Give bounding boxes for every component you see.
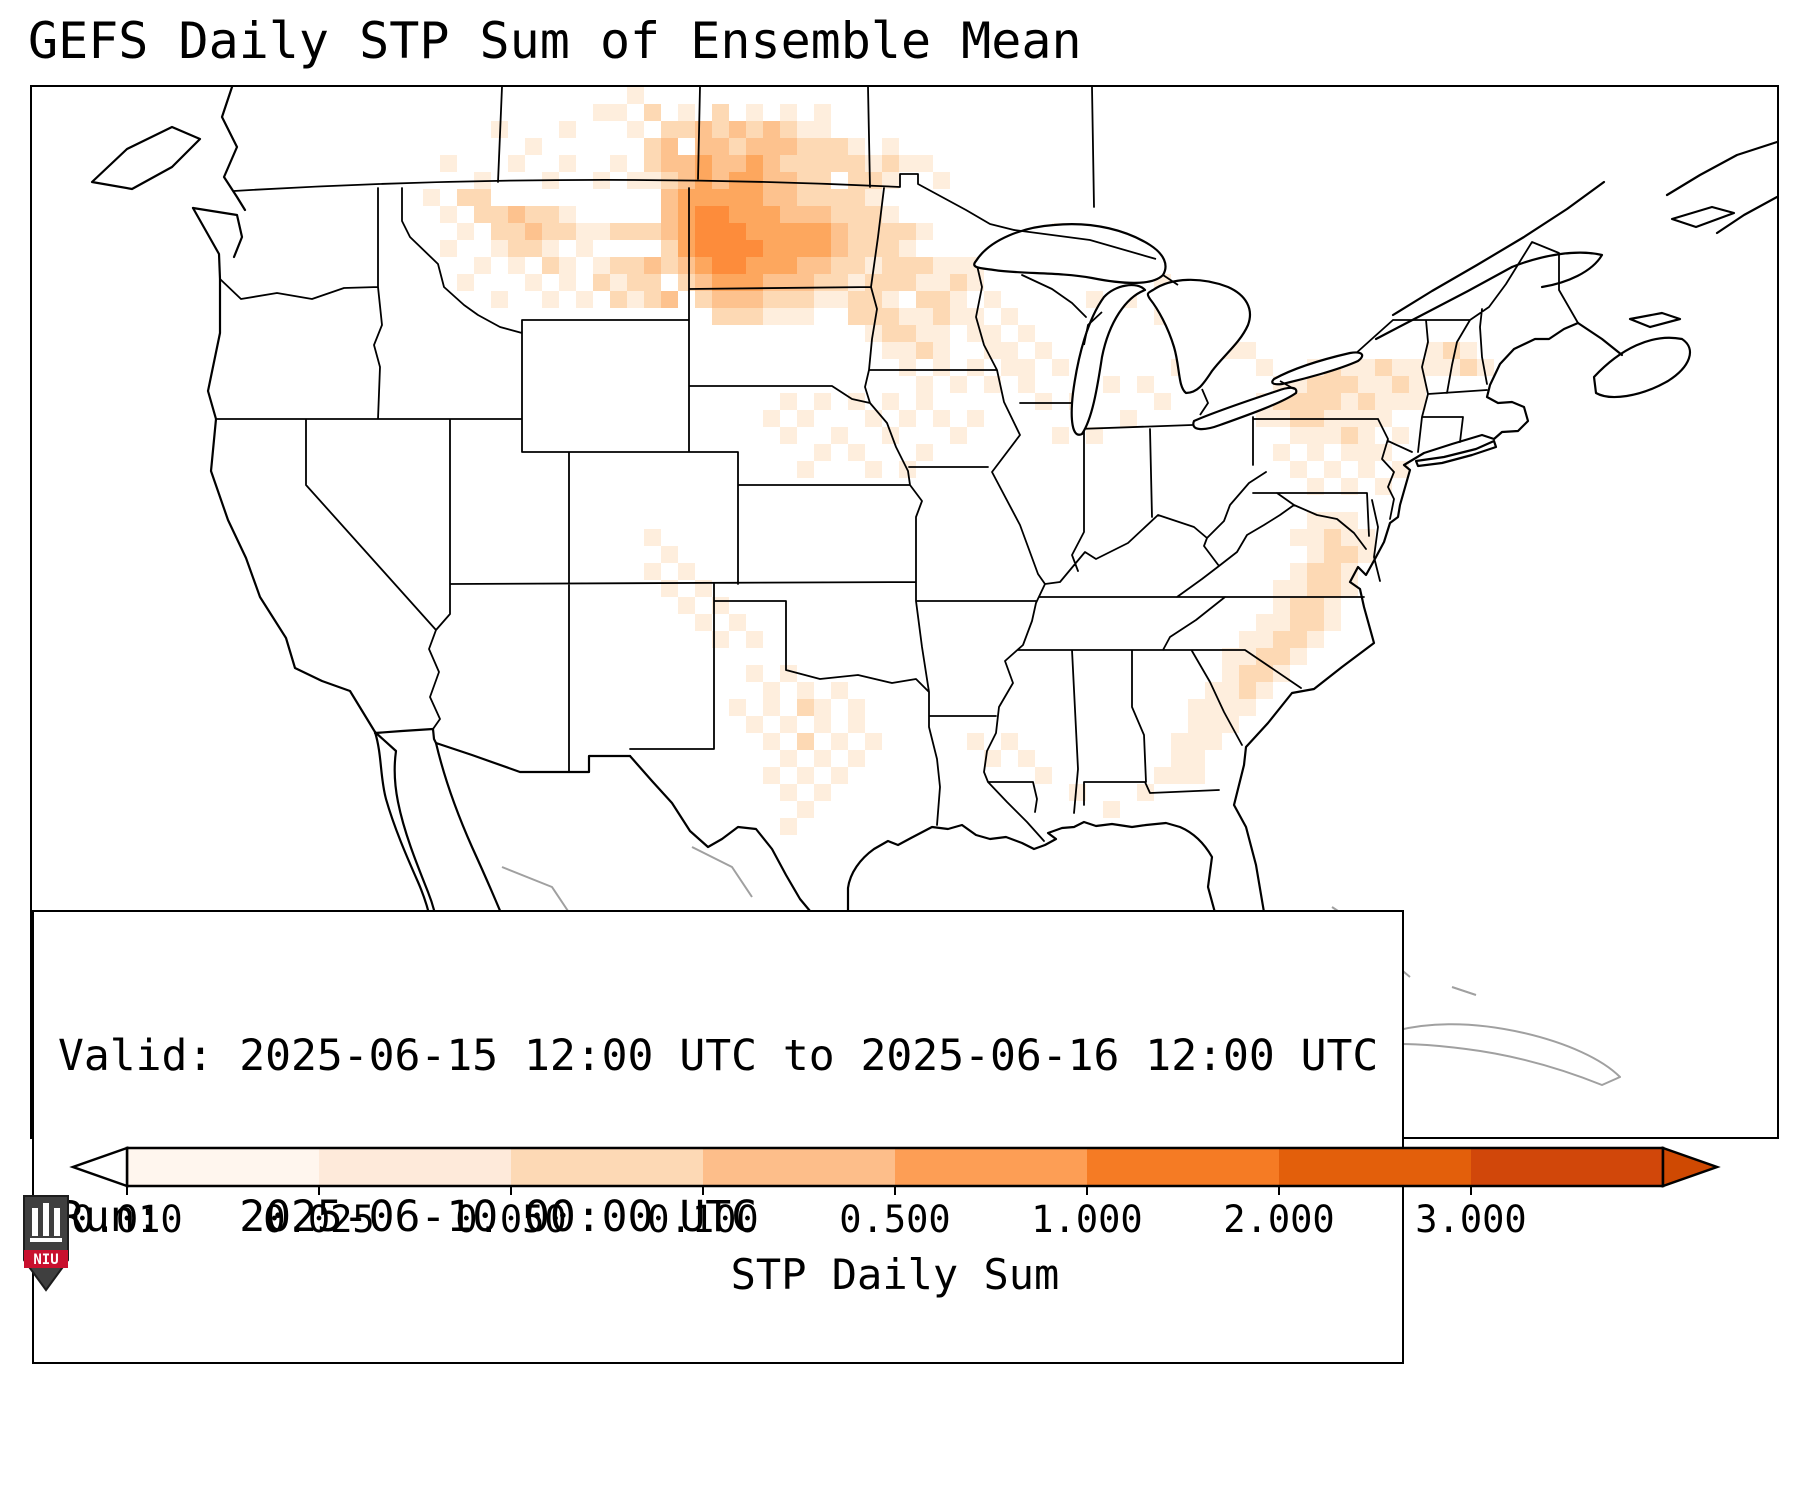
cuba-outline [1381,1023,1621,1086]
lake-superior [973,223,1167,284]
logo-castle-icon [30,1203,62,1242]
colorbar-canvas [69,1146,1721,1195]
lake-erie [1192,386,1298,431]
quebec-north-shore [1665,140,1777,235]
bc-coast [220,87,247,212]
st-lawrence-river [1374,180,1606,341]
colorbar-tick-marks [126,1186,1472,1195]
bay-of-fundy [1576,321,1624,357]
colorbar-axis-label: STP Daily Sum [730,1250,1060,1299]
logo-red-band [24,1250,68,1268]
us-state-lines [215,187,1579,842]
valid-line: Valid: 2025-06-15 12:00 UTC to 2025-06-1… [58,1030,1379,1081]
valid-run-info-box: Valid: 2025-06-15 12:00 UTC to 2025-06-1… [32,910,1405,1364]
colorbar [55,1142,1755,1202]
lake-huron [1146,278,1252,395]
coastlines [90,87,1777,1137]
mexico-border [373,727,632,774]
lake-ontario [1271,351,1364,386]
green-bay [1083,311,1103,346]
nova-scotia [1592,336,1692,399]
colorbar-tick-label: 0.500 [839,1198,951,1241]
gaspe-coast [1510,251,1604,289]
niu-logo: NIU [23,1195,69,1292]
canada-border [233,173,1015,231]
colorbar-tick-label: 0.010 [71,1198,183,1241]
colorbar-tick-label: 0.050 [455,1198,567,1241]
lake-michigan [1070,284,1147,436]
stp-heatmap-cells [423,87,1494,835]
colorbar-tick-label: 0.100 [647,1198,759,1241]
gulf-atlantic-coast [846,321,1580,975]
great-lakes [973,223,1364,436]
logo-text: NIU [33,1252,58,1268]
anticosti-island [1670,205,1736,229]
page-title: GEFS Daily STP Sum of Ensemble Mean [28,12,1082,70]
pacific-coast [191,206,377,734]
state-borders [215,87,1579,842]
long-island [1414,439,1498,468]
colorbar-tick-label: 0.025 [263,1198,375,1241]
colorbar-tick-label: 2.000 [1223,1198,1335,1241]
canada-border-through-lakes [1013,229,1295,416]
run-line: Run: 2025-06-10 00:00 UTC [58,1191,757,1242]
colorbar-tick-label: 1.000 [1031,1198,1143,1241]
colorbar-tick-label: 3.000 [1415,1198,1527,1241]
vancouver-island [90,125,202,191]
colorbar-body [69,1146,1721,1188]
map-canvas [90,87,1777,1137]
puget-sound [191,206,244,259]
canadian-province-lines [497,87,1095,208]
prince-edward-island [1628,311,1682,329]
